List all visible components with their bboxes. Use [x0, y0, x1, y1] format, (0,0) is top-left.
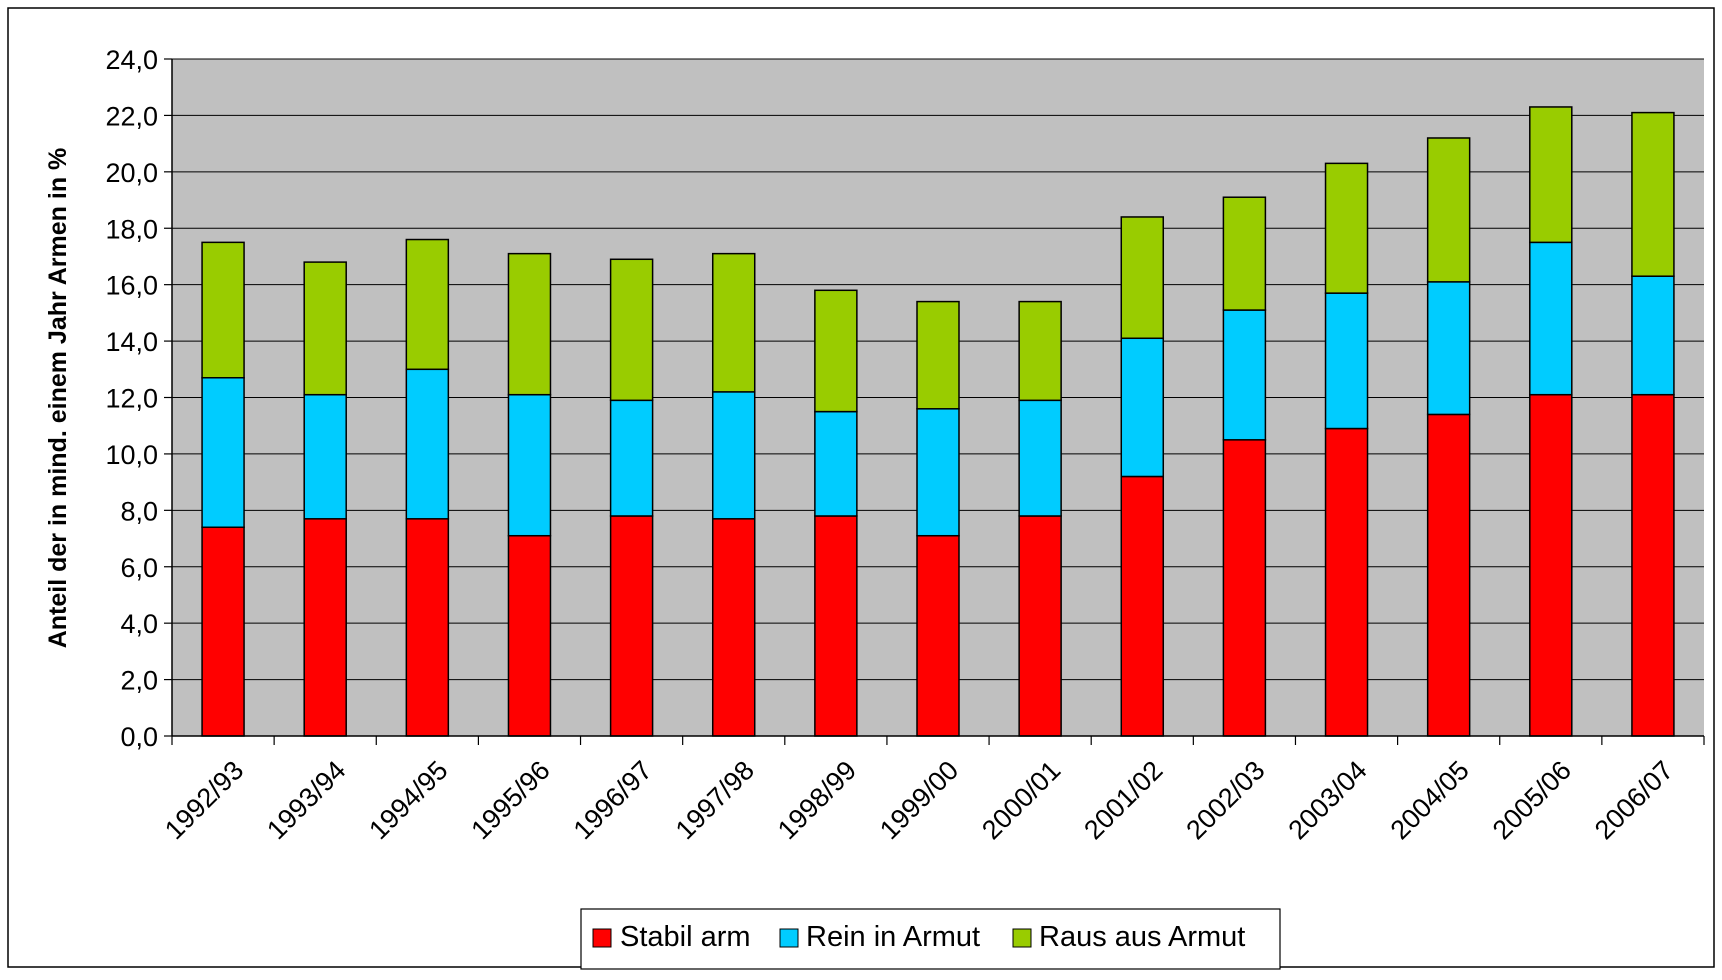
- bar-rein-in-armut: [1120, 337, 1165, 478]
- bar-stabil-arm: [711, 518, 756, 737]
- y-tick-label: 10,0: [105, 440, 158, 470]
- y-tick-labels: 0,0 2,0 4,0 6,0 8,0 10,0 12,0 14,0 16,0 18,0 20,0 2…: [105, 45, 158, 752]
- bar-stabil-arm: [1324, 427, 1369, 737]
- y-tick-label: 22,0: [105, 101, 158, 131]
- bar-rein-in-armut: [507, 393, 552, 537]
- bar-rein-in-armut: [201, 377, 245, 529]
- bar-stabil-arm: [405, 518, 450, 737]
- y-tick-label: 12,0: [105, 384, 158, 414]
- legend-label-raus-aus-armut: Raus aus Armut: [1039, 921, 1245, 953]
- bar-stabil-arm: [609, 515, 654, 737]
- legend-swatch-rein-in-armut: [779, 928, 799, 948]
- y-tick-label: 14,0: [105, 327, 158, 357]
- bar-rein-in-armut: [303, 393, 347, 520]
- legend-swatch-raus-aus-armut: [1012, 928, 1032, 948]
- bar-raus-aus-armut: [507, 252, 552, 396]
- bar-stabil-arm: [1018, 515, 1062, 737]
- legend-swatch-stabil-arm: [592, 928, 612, 948]
- bar-raus-aus-armut: [814, 289, 858, 413]
- bar-rein-in-armut: [609, 399, 654, 517]
- bar-rein-in-armut: [1631, 275, 1675, 396]
- bar-stabil-arm: [1426, 413, 1471, 737]
- y-axis-label: Anteil der in mind. einem Jahr Armen in …: [44, 148, 72, 649]
- bar-stabil-arm: [1631, 393, 1675, 737]
- y-tick-label: 24,0: [105, 45, 158, 75]
- bar-rein-in-armut: [1324, 292, 1369, 430]
- y-tick-label: 2,0: [120, 666, 158, 696]
- legend-box: [580, 908, 1281, 970]
- bar-rein-in-armut: [1018, 399, 1062, 517]
- bar-rein-in-armut: [405, 368, 450, 520]
- bar-raus-aus-armut: [1222, 196, 1267, 311]
- bar-rein-in-armut: [1222, 309, 1267, 441]
- legend: Stabil arm Rein in Armut Raus aus Armut: [580, 908, 1281, 970]
- bar-raus-aus-armut: [303, 261, 347, 396]
- bar-stabil-arm: [201, 526, 245, 737]
- y-tick-label: 4,0: [120, 609, 158, 639]
- bar-raus-aus-armut: [609, 258, 654, 402]
- bars: [201, 106, 1675, 737]
- bar-rein-in-armut: [916, 408, 960, 537]
- y-tick-label: 16,0: [105, 271, 158, 301]
- bar-stabil-arm: [1222, 439, 1267, 737]
- bar-stabil-arm: [814, 515, 858, 737]
- bar-raus-aus-armut: [201, 241, 245, 379]
- y-tick-label: 18,0: [105, 214, 158, 244]
- bar-raus-aus-armut: [1018, 300, 1062, 402]
- y-tick-label: 8,0: [120, 496, 158, 526]
- legend-label-rein-in-armut: Rein in Armut: [806, 921, 980, 953]
- bar-stabil-arm: [1120, 475, 1165, 737]
- bar-raus-aus-armut: [1426, 137, 1471, 283]
- bar-raus-aus-armut: [1120, 216, 1165, 340]
- bar-raus-aus-armut: [1631, 111, 1675, 277]
- bar-rein-in-armut: [1426, 281, 1471, 416]
- bar-rein-in-armut: [1529, 241, 1573, 396]
- bar-raus-aus-armut: [1529, 106, 1573, 244]
- bar-stabil-arm: [303, 518, 347, 737]
- bar-raus-aus-armut: [1324, 162, 1369, 294]
- axes: [164, 58, 1705, 745]
- y-tick-label: 0,0: [120, 722, 158, 752]
- bar-stabil-arm: [507, 534, 552, 737]
- legend-label-stabil-arm: Stabil arm: [620, 921, 751, 953]
- bar-raus-aus-armut: [916, 300, 960, 410]
- bar-stabil-arm: [1529, 393, 1573, 737]
- bar-rein-in-armut: [814, 410, 858, 517]
- y-tick-label: 20,0: [105, 158, 158, 188]
- bar-rein-in-armut: [711, 391, 756, 520]
- bar-raus-aus-armut: [405, 238, 450, 371]
- y-tick-label: 6,0: [120, 553, 158, 583]
- bar-raus-aus-armut: [711, 252, 756, 393]
- bar-stabil-arm: [916, 534, 960, 737]
